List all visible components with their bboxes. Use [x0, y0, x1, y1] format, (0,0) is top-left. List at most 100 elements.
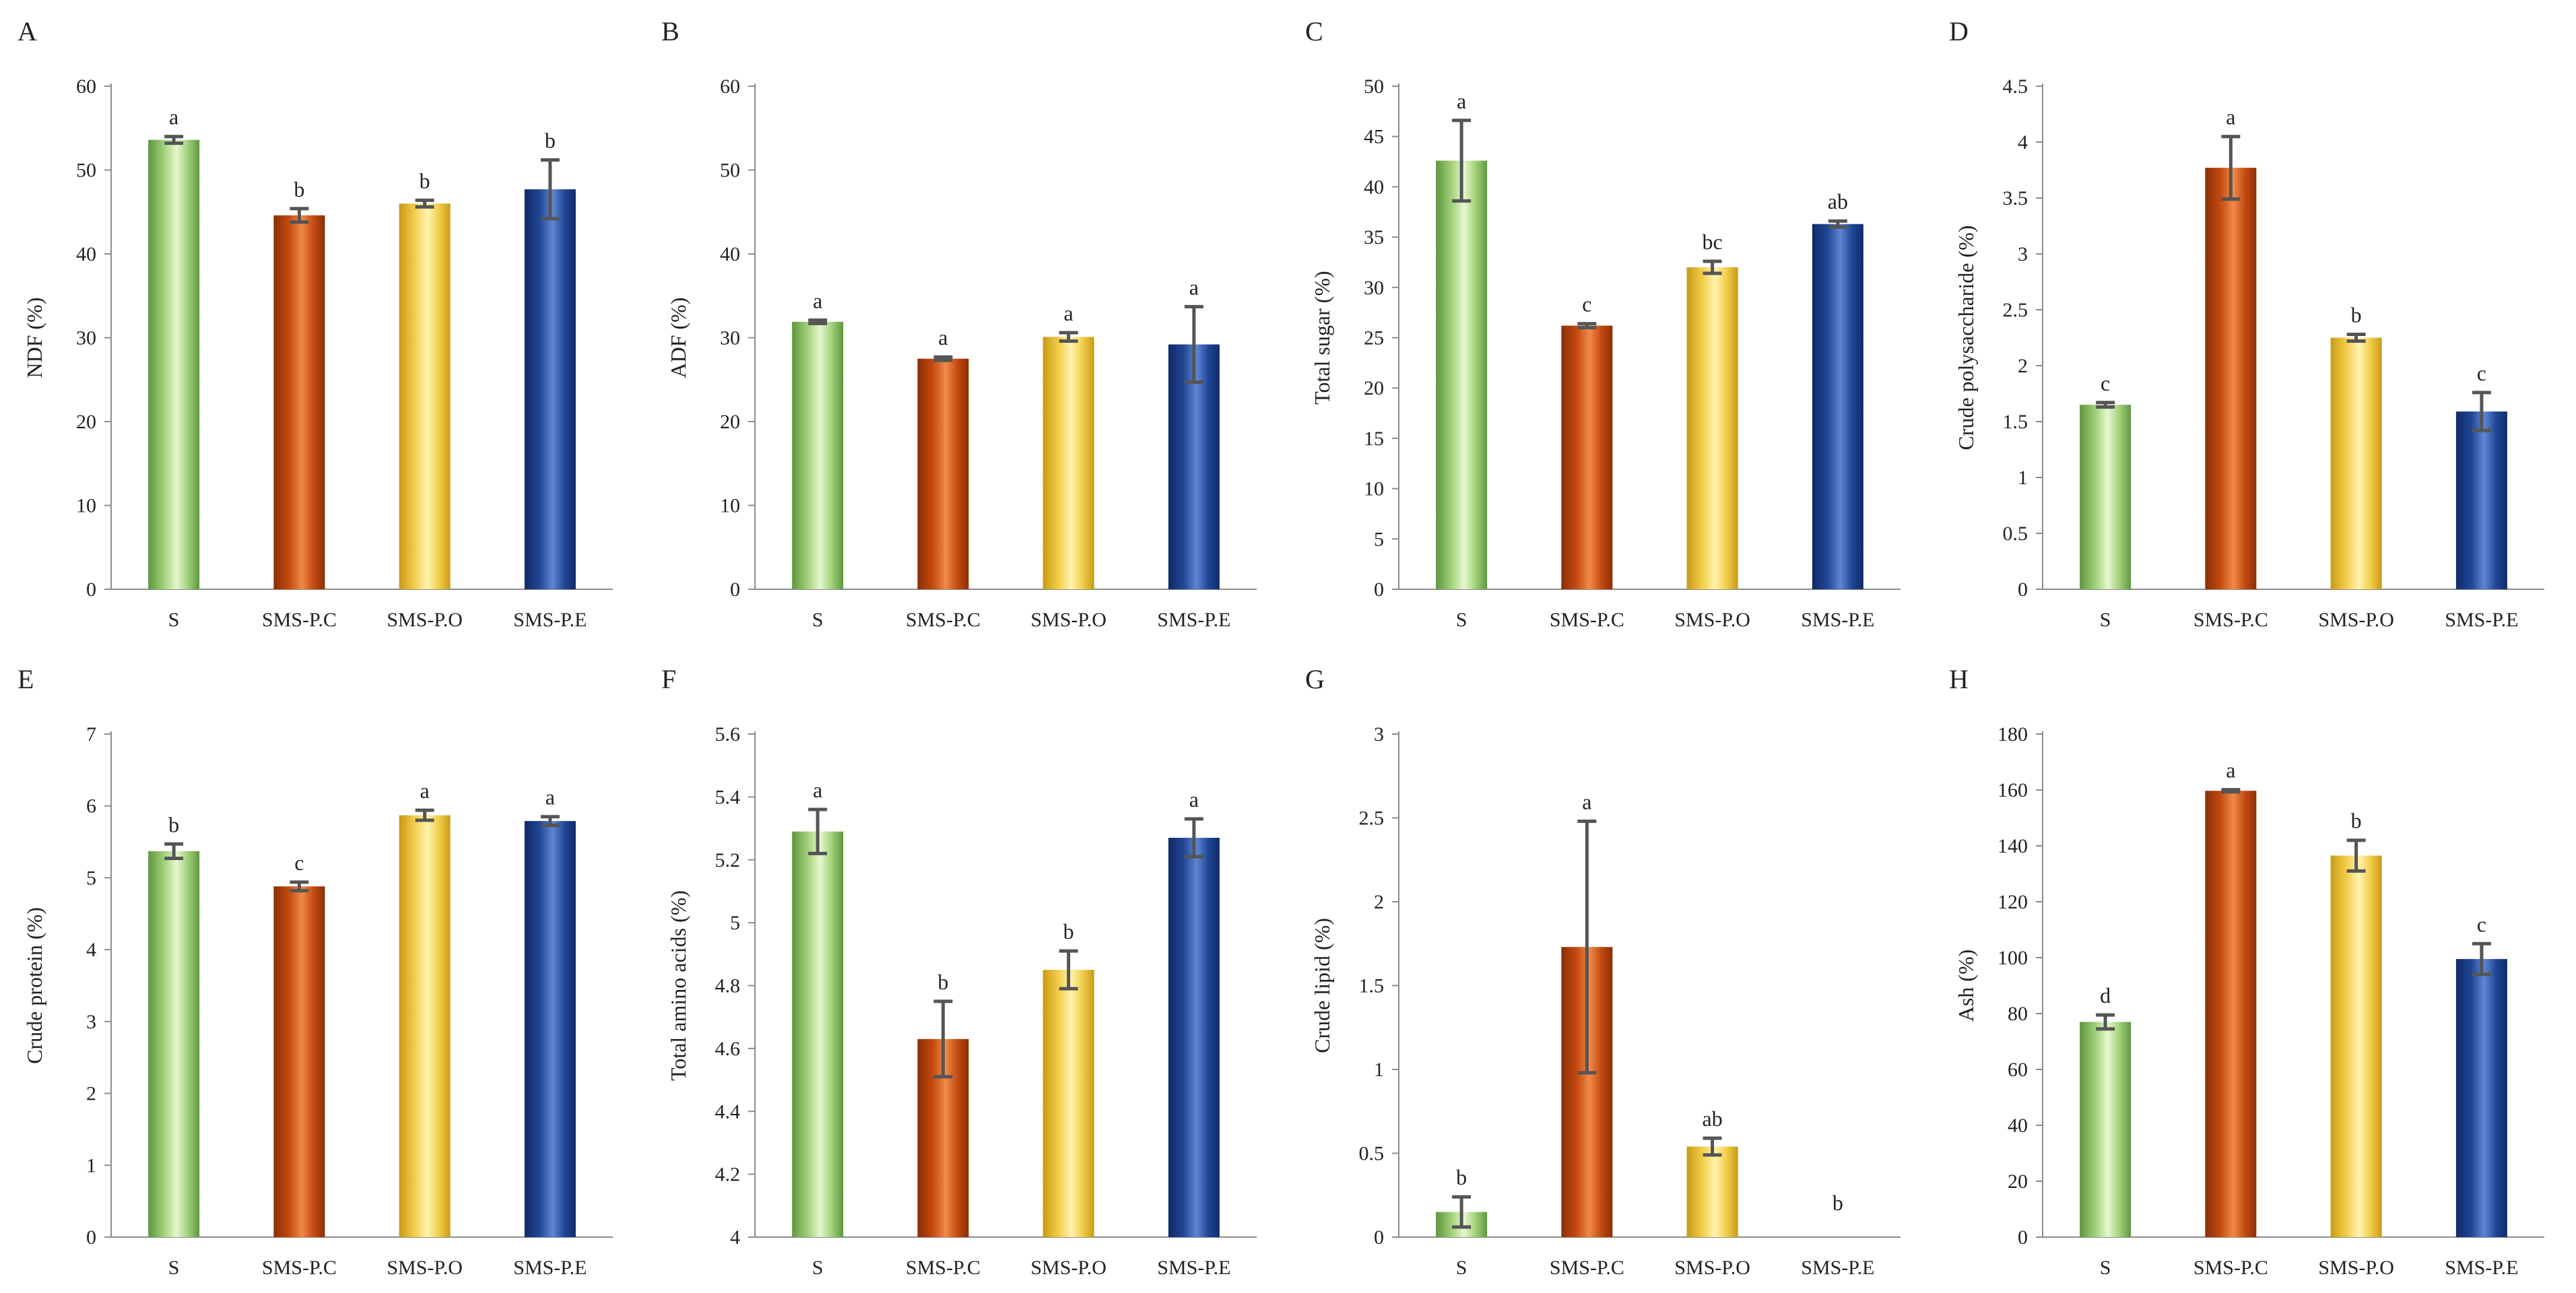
- y-axis-label: Crude lipid (%): [1310, 918, 1334, 1053]
- y-tick-label: 5.6: [715, 723, 741, 745]
- y-tick-label: 1: [1374, 1059, 1384, 1081]
- y-tick-label: 0: [86, 1226, 96, 1249]
- y-tick-label: 4: [86, 939, 96, 961]
- x-category-label: SMS-P.C: [262, 609, 337, 631]
- bar-sms-po: [1686, 267, 1738, 589]
- y-tick-label: 4.8: [715, 975, 741, 997]
- panel-letter: H: [1949, 664, 1969, 694]
- y-tick-label: 4: [2018, 131, 2028, 154]
- significance-letter: a: [1457, 89, 1466, 113]
- y-tick-label: 4: [730, 1226, 740, 1249]
- x-category-label: SMS-P.E: [1801, 609, 1874, 631]
- chart-panel-a: A 0 10 20 30 40 50 60 NDF (%) Sa SMS-P.C b SMS-P.O b S…: [18, 16, 613, 631]
- y-tick-label: 10: [720, 495, 740, 517]
- y-tick-label: 5: [86, 867, 96, 889]
- chart-panel-g: G 0 0.5 1 1.5 2 2.5 3 Crude lipid (%) Sb SMS-P.C a S…: [1305, 664, 1901, 1279]
- significance-letter: a: [813, 778, 822, 802]
- y-tick-label: 180: [1997, 723, 2028, 745]
- y-tick-label: 7: [86, 723, 96, 745]
- x-category-label: SMS-P.E: [513, 609, 587, 631]
- y-tick-label: 35: [1364, 226, 1384, 248]
- y-tick-label: 45: [1364, 126, 1384, 148]
- y-tick-label: 0.5: [2003, 523, 2028, 545]
- significance-letter: c: [2477, 912, 2486, 936]
- significance-letter: a: [813, 288, 822, 312]
- panel-letter: G: [1305, 664, 1325, 694]
- bar-sms-po: [2330, 337, 2382, 589]
- x-category-label: SMS-P.C: [262, 1257, 337, 1279]
- y-tick-label: 0: [86, 578, 96, 601]
- y-axis-label: Crude protein (%): [22, 907, 46, 1064]
- y-tick-label: 40: [720, 243, 740, 265]
- chart-panel-h: H 0 20 40 60 80 100 120 140 160 180 Ash (%) Sd SMS-P.…: [1949, 664, 2544, 1279]
- bar-sms-pe: [1168, 344, 1220, 589]
- chart-panel-d: D 0 0.5 1 1.5 2 2.5 3 3.5 4 4.5 Crude polysaccharid…: [1949, 16, 2544, 631]
- bar-sms-po: [2330, 855, 2382, 1237]
- bar-sms-pc: [917, 358, 969, 589]
- significance-letter: b: [2351, 303, 2362, 327]
- y-tick-label: 30: [1364, 277, 1384, 299]
- significance-letter: b: [168, 812, 179, 836]
- x-category-label: SMS-P.O: [1030, 609, 1107, 631]
- y-tick-label: 2: [1374, 891, 1384, 913]
- bar-s: [2080, 1022, 2132, 1237]
- bar-sms-pe: [1168, 838, 1220, 1237]
- y-tick-label: 50: [76, 160, 96, 182]
- y-tick-label: 60: [2008, 1059, 2028, 1081]
- significance-letter: b: [937, 970, 948, 994]
- y-tick-label: 0: [1374, 578, 1384, 601]
- y-tick-label: 5: [1374, 528, 1384, 550]
- y-tick-label: 2.5: [2003, 299, 2028, 321]
- y-tick-label: 2: [86, 1083, 96, 1105]
- significance-letter: a: [1064, 301, 1074, 325]
- y-tick-label: 30: [720, 327, 740, 350]
- x-category-label: S: [2100, 1257, 2111, 1279]
- y-axis-label: Crude polysaccharide (%): [1954, 225, 1978, 450]
- significance-letter: a: [546, 785, 555, 809]
- y-tick-label: 50: [720, 160, 740, 182]
- chart-panel-b: B 0 10 20 30 40 50 60 ADF (%) Sa SMS-P.C a SMS-P.O a S…: [661, 16, 1257, 631]
- significance-letter: b: [2351, 809, 2362, 833]
- y-tick-label: 60: [720, 75, 740, 98]
- y-tick-label: 140: [1997, 835, 2028, 857]
- panel-letter: E: [18, 664, 34, 694]
- y-tick-label: 2: [2018, 355, 2028, 377]
- x-category-label: SMS-P.E: [2445, 609, 2518, 631]
- x-category-label: S: [168, 609, 180, 631]
- y-axis-label: Ash (%): [1954, 950, 1978, 1022]
- significance-letter: a: [938, 325, 948, 350]
- bar-s: [792, 321, 844, 589]
- y-tick-label: 2.5: [1359, 807, 1385, 830]
- x-category-label: SMS-P.O: [2318, 1257, 2394, 1279]
- y-tick-label: 0: [2018, 578, 2028, 601]
- panel-letter: F: [661, 664, 676, 694]
- y-tick-label: 4.5: [2003, 75, 2028, 98]
- y-tick-label: 3: [1374, 723, 1384, 745]
- y-axis-label: Total amino acids (%): [666, 890, 690, 1081]
- y-tick-label: 1.5: [1359, 975, 1385, 997]
- x-category-label: SMS-P.O: [2318, 609, 2394, 631]
- y-tick-label: 3.5: [2003, 187, 2028, 209]
- significance-letter: d: [2100, 983, 2111, 1007]
- y-tick-label: 40: [76, 243, 96, 265]
- bar-sms-po: [1043, 337, 1094, 589]
- bar-s: [792, 831, 844, 1237]
- x-category-label: SMS-P.C: [906, 1257, 981, 1279]
- y-tick-label: 20: [1364, 377, 1384, 399]
- significance-letter: b: [1063, 919, 1074, 943]
- bar-sms-pc: [1561, 325, 1613, 589]
- y-tick-label: 50: [1364, 75, 1384, 98]
- y-tick-label: 1: [86, 1154, 96, 1176]
- bar-sms-po: [399, 203, 451, 589]
- y-tick-label: 20: [76, 411, 96, 433]
- bar-sms-pe: [2455, 411, 2507, 589]
- x-category-label: SMS-P.O: [1674, 1257, 1750, 1279]
- bar-sms-pc: [2205, 168, 2257, 589]
- y-tick-label: 3: [86, 1011, 96, 1033]
- y-tick-label: 20: [720, 411, 740, 433]
- panel-letter: A: [18, 16, 37, 46]
- y-tick-label: 100: [1997, 947, 2028, 969]
- x-category-label: S: [1456, 1257, 1467, 1279]
- bar-sms-pe: [2455, 959, 2507, 1237]
- bar-sms-pe: [524, 821, 576, 1237]
